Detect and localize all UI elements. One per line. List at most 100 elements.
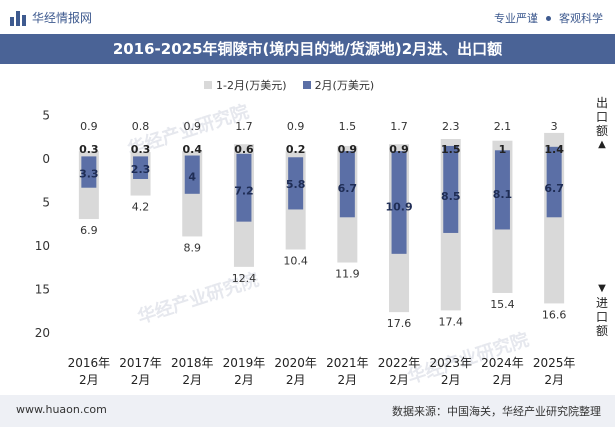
data-label-feb-import: 7.2 [234,184,254,197]
bar-feb-import [494,159,510,230]
bar-feb-export [81,156,97,159]
data-label-feb-export: 0.9 [338,143,358,156]
x-tick-label: 2020年 [274,356,317,370]
bar-feb-import [391,159,407,254]
bar-total-export [130,152,151,159]
legend-label-feb: 2月(万美元) [314,79,375,92]
bar-feb-import [133,159,149,180]
bar-feb-import [81,159,97,188]
data-label-feb-import: 6.7 [544,182,564,195]
data-label-total-export: 0.8 [132,120,150,133]
bar-feb-export [133,156,149,159]
data-label-total-import: 12.4 [232,272,257,285]
data-label-feb-export: 1.4 [544,143,564,156]
data-label-total-import: 16.6 [542,308,567,321]
x-tick-label: 2023年 [429,356,472,370]
legend-swatch-dark [302,81,311,89]
data-label-total-import: 11.9 [335,268,360,281]
data-label-total-export: 0.9 [287,120,305,133]
bar-feb-import [288,159,304,210]
legend-item-feb: 2月(万美元) [302,77,375,93]
bar-feb-import [236,159,252,222]
data-label-total-export: 1.5 [339,120,357,133]
footer-url: www.huaon.com [16,403,107,416]
data-label-feb-export: 1 [499,143,507,156]
data-label-feb-import: 6.7 [338,182,358,195]
x-tick-label: 2月 [182,373,202,387]
side-label-import: ▼ 进口额 [595,282,609,338]
bar-feb-export [288,157,304,159]
y-tick-label: 10 [35,239,50,253]
x-tick-label: 2月 [131,373,151,387]
triangle-up-icon: ▲ [598,139,606,150]
footer: www.huaon.com 数据来源：中国海关，华经产业研究院整理 [0,395,615,427]
tagline: 专业严谨 客观科学 [494,10,603,26]
y-tick-label: 5 [42,109,50,123]
data-label-total-import: 10.4 [283,254,308,267]
side-label-export: 出口额 ▲ [595,96,609,152]
x-tick-label: 2019年 [223,356,266,370]
data-label-feb-export: 0.3 [79,143,99,156]
data-label-feb-import: 4 [188,170,196,183]
x-tick-label: 2022年 [378,356,421,370]
tagline-dot-icon [546,15,551,21]
data-label-feb-import: 10.9 [385,200,412,213]
x-tick-label: 2024年 [481,356,524,370]
y-tick-label: 20 [35,326,50,340]
brand-logo-icon [10,10,26,26]
triangle-down-icon: ▼ [598,283,606,294]
x-tick-label: 2017年 [119,356,162,370]
x-tick-label: 2月 [441,373,461,387]
data-label-feb-export: 0.4 [183,143,203,156]
data-label-total-export: 0.9 [184,120,202,133]
data-label-feb-import: 2.3 [131,163,151,176]
bar-total-export [78,151,99,159]
legend-swatch-light [204,81,212,89]
x-tick-label: 2月 [493,373,513,387]
footer-source: 数据来源：中国海关，华经产业研究院整理 [392,405,601,418]
data-label-total-export: 1.7 [390,120,408,133]
data-label-feb-export: 0.9 [389,143,409,156]
data-label-total-import: 15.4 [490,298,515,311]
x-tick-label: 2月 [338,373,358,387]
bar-feb-import [184,159,200,194]
data-label-feb-export: 1.5 [441,143,461,156]
x-tick-label: 2月 [79,373,99,387]
chart-title: 2016-2025年铜陵市(境内目的地/货源地)2月进、出口额 [0,34,615,64]
bar-feb-export [391,151,407,159]
data-label-feb-import: 8.1 [493,188,513,201]
legend-label-total: 1-2月(万美元) [216,79,287,92]
data-label-total-export: 2.1 [494,120,512,133]
data-label-total-export: 2.3 [442,120,460,133]
bar-total-export [182,151,203,159]
bar-feb-export [339,151,355,159]
bar-feb-export [443,145,459,159]
x-tick-label: 2016年 [68,356,111,370]
data-label-total-export: 1.7 [235,120,253,133]
bar-feb-export [494,150,510,159]
side-label-import-text: 进口额 [595,296,608,338]
data-label-total-import: 17.6 [387,317,412,330]
data-label-total-import: 17.4 [439,315,464,328]
x-tick-label: 2月 [544,373,564,387]
bar-feb-export [184,155,200,159]
tagline-right: 客观科学 [559,12,603,25]
top-bar: 华经情报网 专业严谨 客观科学 [0,0,615,34]
y-tick-label: 0 [42,152,50,166]
data-label-total-import: 6.9 [80,224,98,237]
data-label-total-import: 8.9 [184,241,202,254]
chart-plot: 华经产业研究院华经产业研究院华经产业研究院5051015200.90.33.36… [35,100,576,388]
x-tick-label: 2月 [234,373,254,387]
y-tick-label: 15 [35,283,50,297]
bar-feb-import [546,159,562,218]
bar-feb-export [546,146,562,159]
data-label-feb-export: 0.6 [234,143,254,156]
tagline-left: 专业严谨 [494,12,538,25]
data-label-feb-import: 5.8 [286,178,306,191]
data-label-feb-export: 0.2 [286,143,306,156]
bar-feb-import [443,159,459,233]
brand: 华经情报网 [10,9,92,26]
data-label-feb-import: 3.3 [79,167,99,180]
brand-name: 华经情报网 [32,11,93,25]
legend-item-total: 1-2月(万美元) [204,77,287,93]
